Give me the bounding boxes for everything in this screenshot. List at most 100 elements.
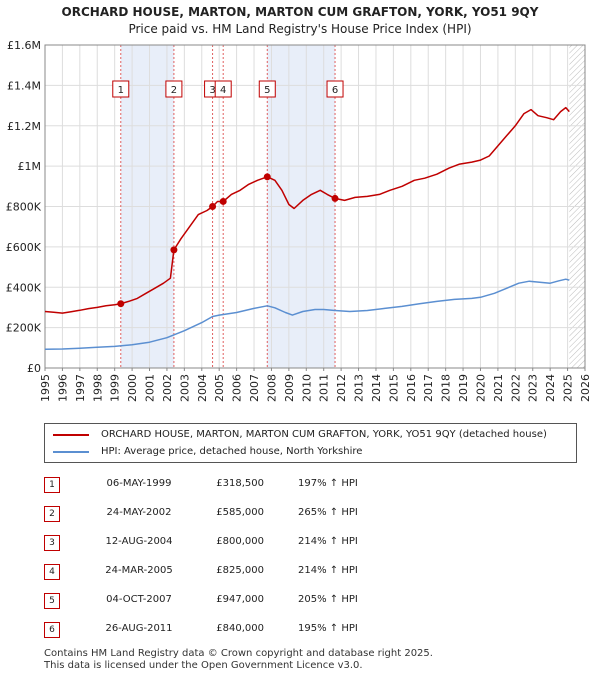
y-tick-label: £1M	[18, 160, 42, 173]
sale-price: £318,500	[216, 478, 264, 489]
legend-swatch-hpi	[53, 451, 89, 453]
sale-price: £947,000	[216, 594, 264, 605]
y-tick-label: £1.2M	[7, 120, 41, 133]
y-tick-label: £600K	[6, 241, 42, 254]
sale-hpi-change: 214% ↑ HPI	[298, 565, 358, 576]
sale-price: £800,000	[216, 536, 264, 547]
table-row: 2 24-MAY-2002 £585,000 265% ↑ HPI	[44, 501, 484, 530]
sale-point	[117, 300, 125, 308]
footer-attribution: Contains HM Land Registry data © Crown c…	[44, 648, 433, 672]
sale-number-badge: 3	[44, 535, 60, 551]
sale-price: £825,000	[216, 565, 264, 576]
sale-label-text: 6	[332, 85, 338, 96]
table-row: 4 24-MAR-2005 £825,000 214% ↑ HPI	[44, 559, 484, 588]
x-tick-label: 1996	[56, 374, 69, 402]
price-chart: £0 £200K £400K £600K £800K £1M £1.2M £1.4M £1.6M…	[6, 39, 592, 402]
sale-date: 26-AUG-2011	[105, 623, 173, 634]
hpi-line	[44, 278, 570, 350]
sale-label-box: 5	[258, 80, 276, 98]
sale-point	[209, 203, 217, 210]
y-tick-label: £200K	[6, 322, 42, 335]
x-tick-label: 2018	[440, 374, 453, 402]
x-tick-label: 2002	[161, 374, 174, 402]
legend-swatch-property	[53, 434, 89, 436]
sale-label-text: 4	[220, 85, 226, 96]
sale-label-text: 2	[171, 85, 177, 96]
sale-label-frame	[165, 80, 183, 98]
sale-date: 12-AUG-2004	[105, 536, 173, 547]
chart-title: ORCHARD HOUSE, MARTON, MARTON CUM GRAFTO…	[0, 4, 600, 38]
sale-point	[170, 246, 178, 254]
sale-hpi-change: 265% ↑ HPI	[298, 507, 358, 518]
x-tick-label: 2003	[178, 374, 191, 402]
table-row: 5 04-OCT-2007 £947,000 205% ↑ HPI	[44, 588, 484, 617]
sale-label-text: 3	[209, 85, 215, 96]
sale-date: 24-MAY-2002	[106, 507, 172, 518]
x-tick-label: 1998	[91, 374, 104, 402]
x-tick-label: 2005	[213, 374, 226, 402]
legend-label-hpi: HPI: Average price, detached house, Nort…	[101, 446, 363, 457]
table-row: 1 06-MAY-1999 £318,500 197% ↑ HPI	[44, 472, 484, 501]
y-tick-label: £400K	[6, 281, 42, 294]
sale-hpi-change: 197% ↑ HPI	[298, 478, 358, 489]
sale-date: 24-MAR-2005	[105, 565, 173, 576]
sale-label-frame	[326, 80, 344, 98]
x-tick-label: 1999	[109, 374, 122, 402]
sale-label-frame	[258, 80, 276, 98]
y-tick-label: £1.6M	[7, 39, 41, 52]
y-tick-label: £0	[27, 362, 41, 375]
sale-hpi-change: 195% ↑ HPI	[298, 623, 358, 634]
footer-line: This data is licensed under the Open Gov…	[44, 660, 363, 671]
x-tick-label: 2001	[144, 374, 157, 402]
x-tick-label: 2009	[283, 374, 296, 402]
sale-point	[263, 173, 271, 181]
chart-subtitle: Price paid vs. HM Land Registry's House …	[128, 22, 472, 36]
x-tick-label: 2006	[231, 374, 244, 402]
sale-number-badge: 2	[44, 506, 60, 522]
sale-number-badge: 5	[44, 593, 60, 609]
sale-point	[219, 197, 227, 205]
x-tick-label: 2012	[335, 374, 348, 402]
plot-frame	[44, 44, 586, 369]
sale-price: £585,000	[216, 507, 264, 518]
sale-price: £840,000	[216, 623, 264, 634]
table-row: 3 12-AUG-2004 £800,000 214% ↑ HPI	[44, 530, 484, 559]
x-tick-label: 2016	[405, 374, 418, 402]
sale-label-box: 6	[326, 80, 344, 98]
legend: ORCHARD HOUSE, MARTON, MARTON CUM GRAFTO…	[44, 423, 577, 463]
table-row: 6 26-AUG-2011 £840,000 195% ↑ HPI	[44, 617, 484, 646]
x-tick-label: 1997	[74, 374, 87, 402]
sale-label-text: 1	[118, 85, 124, 96]
y-tick-label: £800K	[6, 201, 42, 214]
x-tick-label: 2007	[248, 374, 261, 402]
sale-date: 04-OCT-2007	[106, 594, 172, 605]
x-tick-label: 2013	[353, 374, 366, 402]
x-tick-label: 2020	[474, 374, 487, 402]
x-tick-label: 2017	[422, 374, 435, 402]
x-tick-label: 2004	[196, 374, 209, 402]
x-tick-label: 2024	[544, 374, 557, 402]
x-tick-label: 2026	[579, 374, 592, 402]
x-tick-label: 2019	[457, 374, 470, 402]
sale-label-box: 1	[112, 80, 130, 98]
footer-line: Contains HM Land Registry data © Crown c…	[44, 648, 433, 659]
sale-label-box: 4	[214, 80, 232, 98]
property-price-line	[44, 106, 570, 314]
x-tick-label: 2021	[492, 374, 505, 402]
x-tick-label: 2023	[527, 374, 540, 402]
x-tick-label: 2015	[387, 374, 400, 402]
transactions-table: 1 06-MAY-1999 £318,500 197% ↑ HPI 2 24-M…	[44, 472, 484, 646]
x-tick-label: 2014	[370, 374, 383, 402]
sale-point	[331, 194, 339, 202]
sale-label-frame	[214, 80, 232, 98]
x-tick-label: 2010	[300, 374, 313, 402]
sale-date: 06-MAY-1999	[106, 478, 172, 489]
x-tick-label: 2008	[265, 374, 278, 402]
sale-number-badge: 6	[44, 622, 60, 638]
legend-label-property: ORCHARD HOUSE, MARTON, MARTON CUM GRAFTO…	[101, 429, 547, 440]
sale-label-box: 2	[165, 80, 183, 98]
chart-title-main: ORCHARD HOUSE, MARTON, MARTON CUM GRAFTO…	[61, 5, 539, 19]
y-tick-label: £1.4M	[7, 79, 41, 92]
sale-label-text: 5	[264, 85, 270, 96]
sale-hpi-change: 214% ↑ HPI	[298, 536, 358, 547]
